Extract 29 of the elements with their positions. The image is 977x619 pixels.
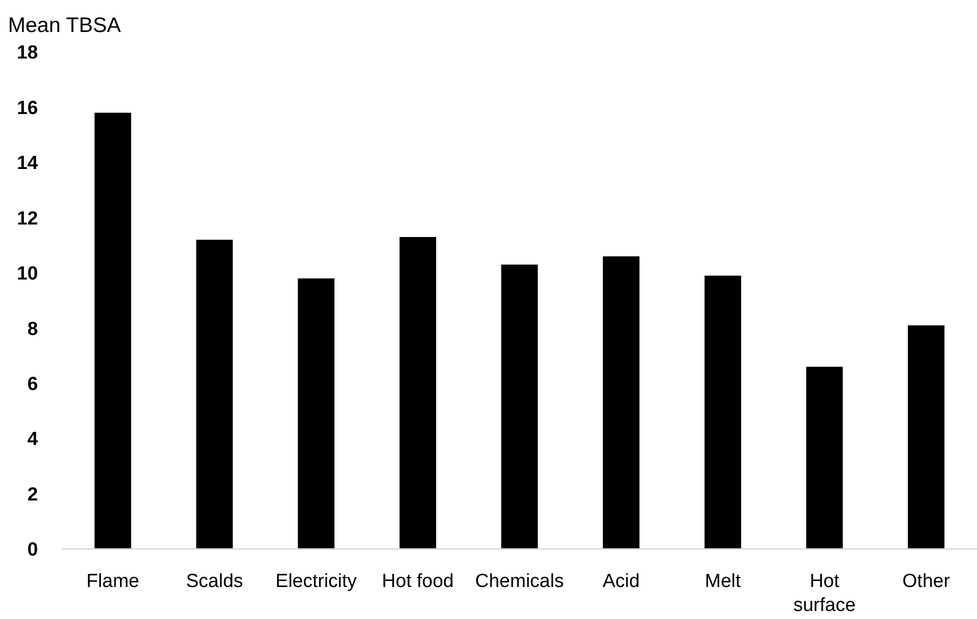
y-tick-label: 14 (16, 153, 38, 174)
x-tick-label: Other (902, 571, 951, 592)
y-tick-label: 10 (16, 264, 38, 285)
bar (501, 264, 538, 549)
y-tick-label: 18 (16, 42, 38, 64)
y-tick-label: 16 (16, 98, 38, 119)
bar (806, 366, 843, 549)
bar (196, 240, 233, 549)
x-tick-label: Scalds (186, 571, 244, 592)
bar (400, 236, 436, 549)
x-tick-label: Hot surface (793, 571, 856, 616)
y-tick-label: 2 (27, 484, 38, 506)
bar (602, 256, 640, 549)
y-tick-label: 4 (27, 429, 38, 450)
y-tick-label: 6 (27, 374, 38, 395)
y-tick-label: 8 (27, 318, 38, 340)
x-tick-label: Acid (602, 571, 640, 592)
bar (908, 325, 944, 549)
bar (94, 112, 132, 549)
y-tick-label: 0 (27, 540, 38, 561)
x-tick-label: Hot food (382, 571, 454, 592)
x-tick-label: Melt (704, 571, 742, 592)
bar (704, 276, 742, 549)
y-axis-title: Mean TBSA (8, 14, 121, 37)
x-tick-label: Chemicals (475, 571, 564, 592)
bar (298, 278, 334, 549)
x-tick-label: Electricity (276, 571, 358, 592)
y-tick-label: 12 (16, 208, 38, 230)
x-tick-label: Flame (86, 571, 140, 592)
